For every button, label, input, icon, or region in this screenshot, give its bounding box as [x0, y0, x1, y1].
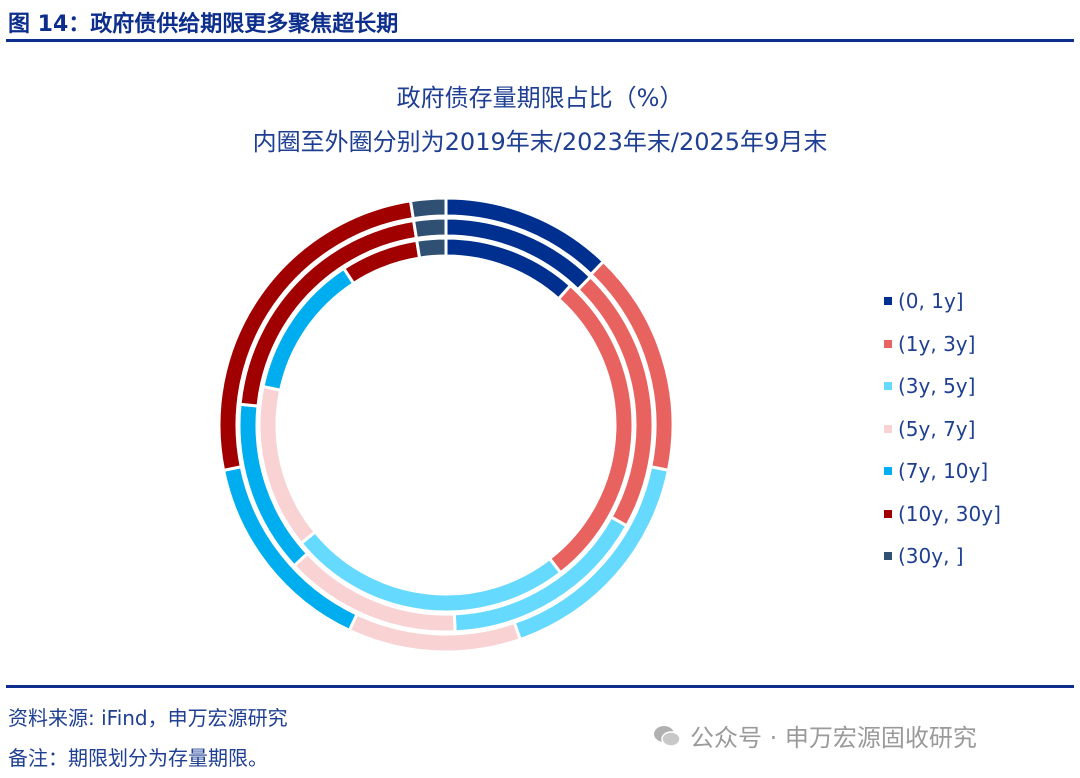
legend-item: (5y, 7y] [884, 408, 1001, 451]
legend-swatch [884, 509, 892, 518]
figure-title: 图 14：政府债供给期限更多聚焦超长期 [8, 12, 399, 37]
legend-swatch [884, 424, 892, 433]
wechat-icon [654, 725, 681, 747]
legend-item: (10y, 30y] [884, 493, 1001, 536]
legend-label: (10y, 30y] [898, 501, 1001, 526]
legend-label: (30y, ] [898, 544, 964, 569]
legend-label: (5y, 7y] [898, 416, 976, 441]
legend-swatch [884, 552, 892, 561]
watermark-text: 公众号 · 申万宏源固收研究 [690, 724, 977, 752]
source-text: 资料来源: iFind，申万宏源研究 [8, 706, 288, 730]
chart-title: 政府债存量期限占比（%） [396, 84, 684, 112]
chart-subtitle: 内圈至外圈分别为2019年末/2023年末/2025年9月末 [252, 128, 828, 156]
legend-swatch [884, 297, 892, 306]
top-divider [6, 39, 1074, 42]
legend-label: (1y, 3y] [898, 331, 976, 356]
legend-item: (30y, ] [884, 535, 1001, 578]
ring-segment-outer-6 [408, 196, 448, 221]
legend-label: (3y, 5y] [898, 374, 976, 399]
legend-item: (0, 1y] [884, 280, 1001, 323]
legend-item: (7y, 10y] [884, 450, 1001, 493]
legend-swatch [884, 339, 892, 348]
legend: (0, 1y] (1y, 3y] (3y, 5y] (5y, 7y] (7y, 10y]… [884, 280, 1001, 578]
legend-label: (7y, 10y] [898, 459, 989, 484]
watermark: 公众号 · 申万宏源固收研究 [652, 718, 977, 753]
legend-swatch [884, 467, 892, 476]
note-text: 备注：期限划分为存量期限。 [8, 746, 268, 770]
legend-label: (0, 1y] [898, 289, 964, 314]
legend-item: (1y, 3y] [884, 323, 1001, 366]
ring-segment-inner-6 [415, 236, 448, 260]
legend-item: (3y, 5y] [884, 365, 1001, 408]
ring-segment-middle-6 [411, 216, 448, 241]
bottom-divider [6, 685, 1074, 688]
legend-swatch [884, 382, 892, 391]
